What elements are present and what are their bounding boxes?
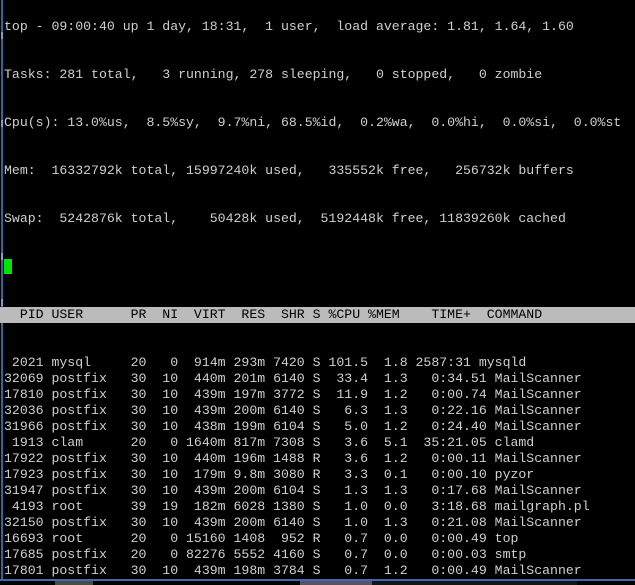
- process-row: 32150 postfix 30 10 439m 200m 6140 S 1.0…: [4, 515, 582, 530]
- background-fragment: [55, 581, 93, 585]
- background-strip: [0, 581, 635, 585]
- terminal-cursor: [4, 259, 12, 274]
- process-row: 17685 postfix 20 0 82276 5552 4160 S 0.7…: [4, 547, 527, 562]
- top-summary-line: top - 09:00:40 up 1 day, 18:31, 1 user, …: [4, 19, 574, 34]
- cpu-summary-line: Cpu(s): 13.0%us, 8.5%sy, 9.7%ni, 68.5%id…: [4, 115, 622, 130]
- cursor-line: [4, 259, 635, 275]
- background-fragment: [372, 581, 577, 585]
- process-row: 17801 postfix 30 10 439m 198m 3784 S 0.7…: [4, 563, 582, 578]
- process-row: 1913 clam 20 0 1640m 817m 7308 S 3.6 5.1…: [4, 435, 535, 450]
- process-row: 32036 postfix 30 10 439m 200m 6140 S 6.3…: [4, 403, 582, 418]
- left-border-notch: [1, 253, 3, 260]
- table-header-row: PID USER PR NI VIRT RES SHR S %CPU %MEM …: [0, 307, 635, 323]
- process-row: 31947 postfix 30 10 439m 200m 6104 S 1.3…: [4, 483, 582, 498]
- process-row: 4193 root 39 19 182m 6028 1380 S 1.0 0.0…: [4, 499, 590, 514]
- window-left-border: [1, 0, 3, 579]
- background-fragment: [300, 581, 372, 585]
- mem-summary-line: Mem: 16332792k total, 15997240k used, 33…: [4, 163, 574, 178]
- process-rows: 2021 mysql 20 0 914m 293m 7420 S 101.5 1…: [4, 355, 635, 585]
- process-row: 17922 postfix 30 10 440m 196m 1488 R 3.6…: [4, 451, 582, 466]
- left-border-notch: [1, 32, 3, 39]
- tasks-summary-line: Tasks: 281 total, 3 running, 278 sleepin…: [4, 67, 543, 82]
- left-border-notch: [1, 299, 3, 306]
- left-border-notch: [1, 120, 3, 127]
- window-bottom-border: [0, 579, 635, 581]
- swap-summary-line: Swap: 5242876k total, 50428k used, 51924…: [4, 211, 566, 226]
- process-row: 2021 mysql 20 0 914m 293m 7420 S 101.5 1…: [4, 355, 527, 370]
- process-row: 16693 root 20 0 15160 1408 952 R 0.7 0.0…: [4, 531, 519, 546]
- process-row: 17810 postfix 30 10 439m 197m 3772 S 11.…: [4, 387, 582, 402]
- process-row: 17923 postfix 30 10 179m 9.8m 3080 R 3.3…: [4, 467, 535, 482]
- process-row: 31966 postfix 30 10 438m 199m 6104 S 5.0…: [4, 419, 582, 434]
- process-row: 32069 postfix 30 10 440m 201m 6140 S 33.…: [4, 371, 582, 386]
